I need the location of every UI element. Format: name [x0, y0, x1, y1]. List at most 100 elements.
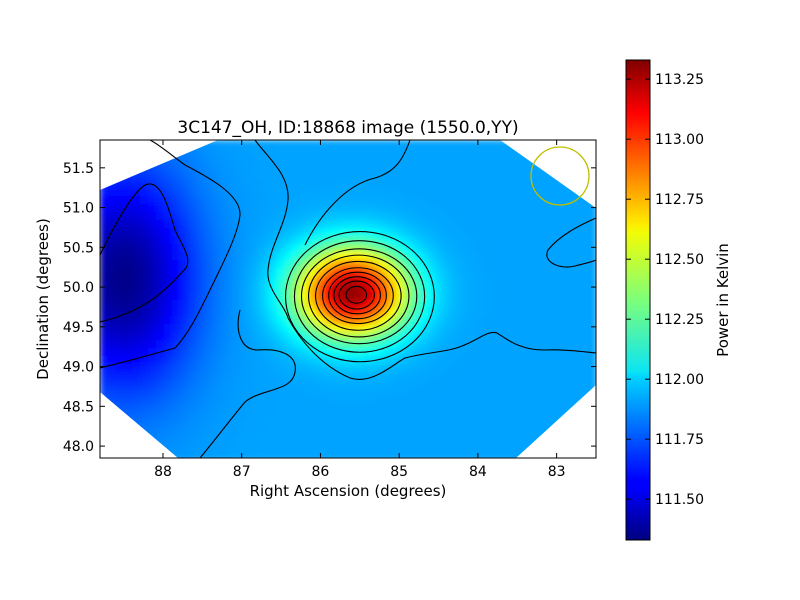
- heatmap-cell: [268, 284, 277, 293]
- heatmap-cell: [236, 188, 245, 197]
- heatmap-cell: [124, 372, 133, 381]
- heatmap-cell: [180, 156, 189, 165]
- heatmap-cell: [412, 316, 421, 325]
- heatmap-cell: [444, 164, 453, 173]
- heatmap-cell: [132, 252, 141, 261]
- heatmap-cell: [524, 252, 533, 261]
- heatmap-cell: [476, 300, 485, 309]
- heatmap-cell: [572, 220, 581, 229]
- heatmap-cell: [476, 204, 485, 213]
- heatmap-cell: [508, 196, 517, 205]
- heatmap-cell: [300, 220, 309, 229]
- heatmap-cell: [532, 220, 541, 229]
- heatmap-cell: [388, 388, 397, 397]
- heatmap-cell: [556, 308, 565, 317]
- heatmap-cell: [132, 404, 141, 413]
- heatmap-cell: [372, 316, 381, 325]
- heatmap-cell: [516, 172, 525, 181]
- heatmap-cell: [324, 236, 333, 245]
- heatmap-cell: [404, 388, 413, 397]
- heatmap-cell: [444, 172, 453, 181]
- heatmap-cell: [372, 404, 381, 413]
- heatmap-cell: [428, 204, 437, 213]
- heatmap-cell: [420, 364, 429, 373]
- heatmap-cell: [140, 388, 149, 397]
- heatmap-cell: [300, 404, 309, 413]
- heatmap-cell: [212, 220, 221, 229]
- heatmap-cell: [284, 276, 293, 285]
- heatmap-cell: [444, 292, 453, 301]
- heatmap-cell: [108, 348, 117, 357]
- colorbar-tick-label: 112.75: [655, 192, 704, 208]
- heatmap-cell: [236, 308, 245, 317]
- heatmap-cell: [196, 156, 205, 165]
- heatmap-cell: [356, 148, 365, 157]
- heatmap-cell: [124, 396, 133, 405]
- heatmap-cell: [492, 364, 501, 373]
- heatmap-cell: [540, 412, 549, 421]
- heatmap-cell: [548, 388, 557, 397]
- heatmap-cell: [236, 372, 245, 381]
- heatmap-cell: [196, 428, 205, 437]
- heatmap-cell: [460, 364, 469, 373]
- heatmap-cell: [196, 212, 205, 221]
- heatmap-cell: [564, 300, 573, 309]
- heatmap-cell: [204, 140, 213, 149]
- heatmap-cell: [420, 332, 429, 341]
- heatmap-cell: [468, 260, 477, 269]
- heatmap-cell: [548, 348, 557, 357]
- heatmap-cell: [372, 300, 381, 309]
- heatmap-cell: [580, 260, 589, 269]
- heatmap-cell: [340, 260, 349, 269]
- heatmap-cell: [204, 332, 213, 341]
- heatmap-cell: [308, 292, 317, 301]
- heatmap-cell: [236, 388, 245, 397]
- heatmap-cell: [332, 268, 341, 277]
- heatmap-cell: [180, 356, 189, 365]
- heatmap-cell: [172, 300, 181, 309]
- heatmap-cell: [356, 292, 365, 301]
- heatmap-cell: [484, 364, 493, 373]
- heatmap-cell: [100, 252, 109, 261]
- heatmap-cell: [548, 420, 557, 429]
- heatmap-cell: [476, 428, 485, 437]
- heatmap-cell: [108, 324, 117, 333]
- heatmap-cell: [188, 364, 197, 373]
- heatmap-cell: [124, 260, 133, 269]
- heatmap-cell: [380, 220, 389, 229]
- heatmap-cell: [540, 396, 549, 405]
- heatmap-cell: [356, 444, 365, 453]
- heatmap-cell: [580, 276, 589, 285]
- heatmap-cell: [468, 412, 477, 421]
- heatmap-cell: [380, 236, 389, 245]
- heatmap-cell: [492, 452, 501, 458]
- heatmap-cell: [540, 284, 549, 293]
- heatmap-cell: [356, 140, 365, 149]
- heatmap-cell: [580, 252, 589, 261]
- heatmap-cell: [340, 156, 349, 165]
- heatmap-cell: [532, 268, 541, 277]
- heatmap-cell: [476, 140, 485, 149]
- heatmap-cell: [516, 260, 525, 269]
- heatmap-cell: [268, 332, 277, 341]
- heatmap-cell: [332, 172, 341, 181]
- heatmap-cell: [132, 340, 141, 349]
- heatmap-cell: [172, 348, 181, 357]
- heatmap-cell: [460, 252, 469, 261]
- heatmap-cell: [468, 284, 477, 293]
- heatmap-cell: [188, 404, 197, 413]
- heatmap-cell: [324, 148, 333, 157]
- heatmap-cell: [220, 196, 229, 205]
- heatmap-cell: [580, 308, 589, 317]
- heatmap-cell: [364, 412, 373, 421]
- heatmap-cell: [244, 436, 253, 445]
- heatmap-cell: [588, 308, 596, 317]
- heatmap-cell: [420, 268, 429, 277]
- heatmap-cell: [524, 332, 533, 341]
- heatmap-cell: [300, 228, 309, 237]
- heatmap-cell: [388, 452, 397, 458]
- heatmap-cell: [340, 236, 349, 245]
- heatmap-cell: [188, 188, 197, 197]
- heatmap-cell: [188, 396, 197, 405]
